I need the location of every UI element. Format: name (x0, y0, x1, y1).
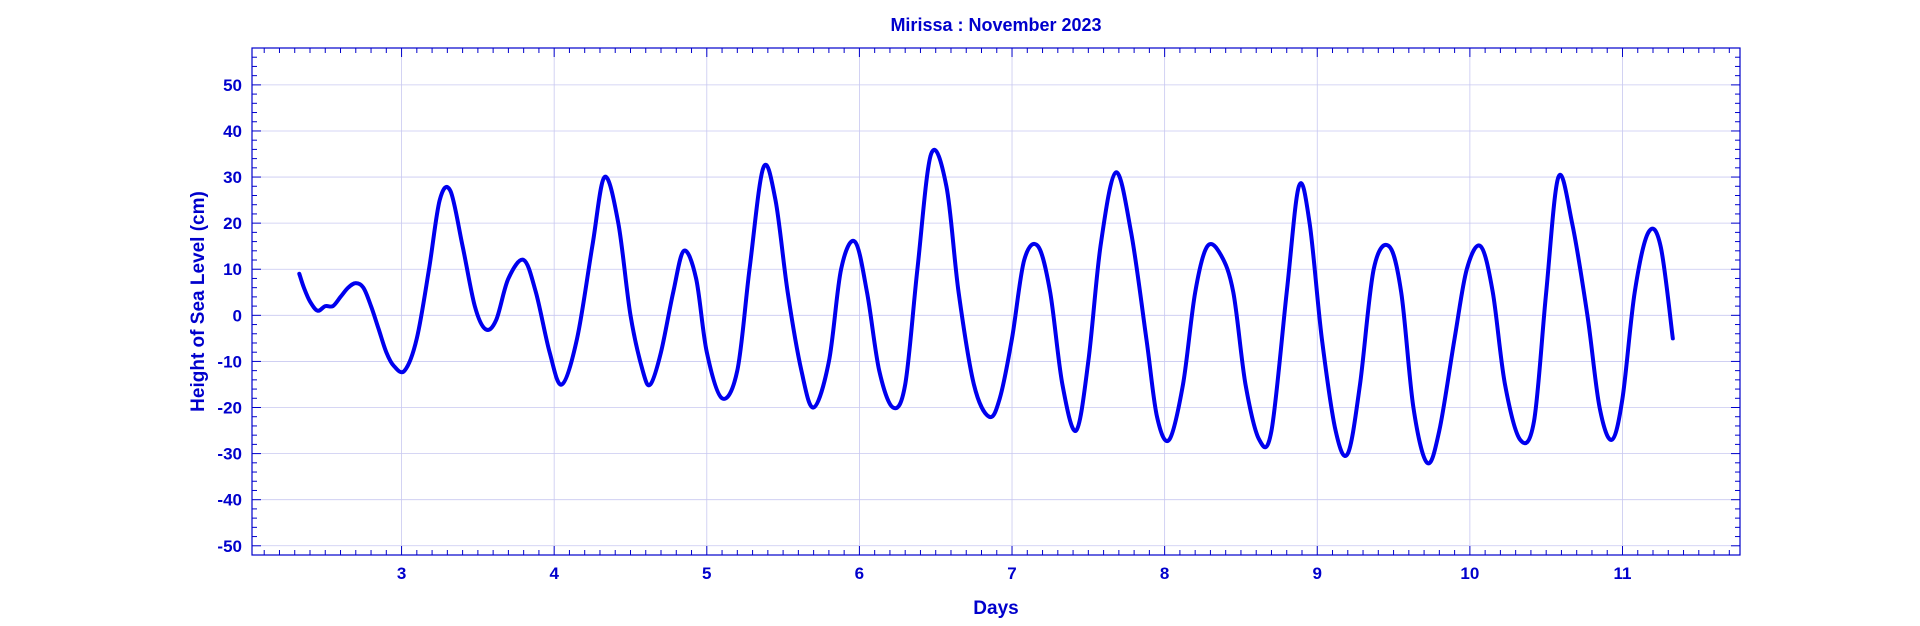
x-tick-label: 6 (855, 564, 864, 583)
y-tick-label: -50 (217, 537, 242, 556)
x-axis-label: Days (973, 598, 1018, 619)
minor-ticks (252, 47, 1740, 556)
x-tick-labels: 3 4 5 6 7 8 9 10 11 (397, 564, 1632, 583)
x-tick-label: 5 (702, 564, 711, 583)
sea-level-series (297, 147, 1675, 466)
y-tick-label: 50 (223, 76, 242, 95)
y-tick-label: -30 (217, 445, 242, 464)
y-tick-label: -10 (217, 352, 242, 371)
x-tick-label: 7 (1007, 564, 1016, 583)
x-tick-label: 9 (1313, 564, 1322, 583)
x-tick-label: 3 (397, 564, 406, 583)
x-tick-label: 4 (549, 564, 559, 583)
chart-title: Mirissa : November 2023 (890, 15, 1101, 35)
y-tick-label: 20 (223, 214, 242, 233)
y-tick-label: 0 (233, 306, 242, 325)
y-tick-label: 40 (223, 122, 242, 141)
plot-area-frame (251, 47, 1741, 556)
y-tick-labels: -50 -40 -30 -20 -10 0 10 20 30 40 50 (217, 76, 242, 556)
y-tick-label: 30 (223, 168, 242, 187)
y-tick-label: -40 (217, 491, 242, 510)
grid (252, 48, 1740, 555)
x-tick-label: 11 (1613, 564, 1631, 583)
y-axis-label: Height of Sea Level (cm) (188, 191, 209, 412)
y-tick-label: 10 (223, 260, 242, 279)
x-tick-label: 8 (1160, 564, 1169, 583)
x-tick-label: 10 (1460, 564, 1479, 583)
y-tick-label: -20 (217, 399, 242, 418)
